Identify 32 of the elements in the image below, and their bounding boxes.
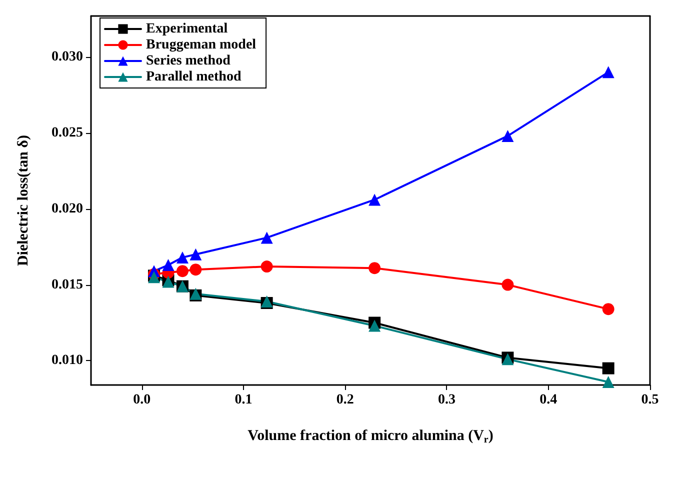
x-tick-label: 0.1	[234, 392, 252, 408]
y-tick-label: 0.025	[52, 125, 83, 140]
y-axis-title: Dielectric loss(tan δ)	[16, 134, 32, 266]
x-tick-label: 0.2	[336, 392, 354, 408]
y-tick-label: 0.010	[52, 353, 83, 368]
y-tick-label: 0.030	[52, 50, 83, 64]
point	[190, 248, 202, 260]
y-tick-label: 0.020	[52, 201, 83, 216]
point	[260, 260, 273, 273]
legend-label: Bruggeman model	[146, 38, 256, 52]
legend-label: Experimental	[146, 22, 228, 36]
y-tick-label: 0.015	[52, 277, 83, 292]
point	[602, 376, 614, 388]
point	[176, 251, 188, 264]
point	[602, 303, 614, 316]
point	[602, 362, 614, 374]
point	[602, 66, 614, 78]
legend-label: Parallel method	[146, 70, 242, 84]
point	[368, 194, 381, 206]
point	[190, 264, 202, 276]
point	[162, 259, 174, 272]
point	[368, 320, 381, 332]
x-tick-label: 0.0	[133, 392, 151, 408]
point	[502, 278, 514, 291]
x-tick-label: 0.4	[540, 392, 558, 408]
legend-label: Series method	[146, 54, 231, 68]
x-tick-label: 0.3	[438, 392, 456, 408]
point	[260, 232, 273, 244]
x-tick-label: 0.5	[641, 392, 659, 408]
point	[176, 265, 188, 278]
point	[368, 262, 381, 274]
point	[502, 130, 514, 142]
